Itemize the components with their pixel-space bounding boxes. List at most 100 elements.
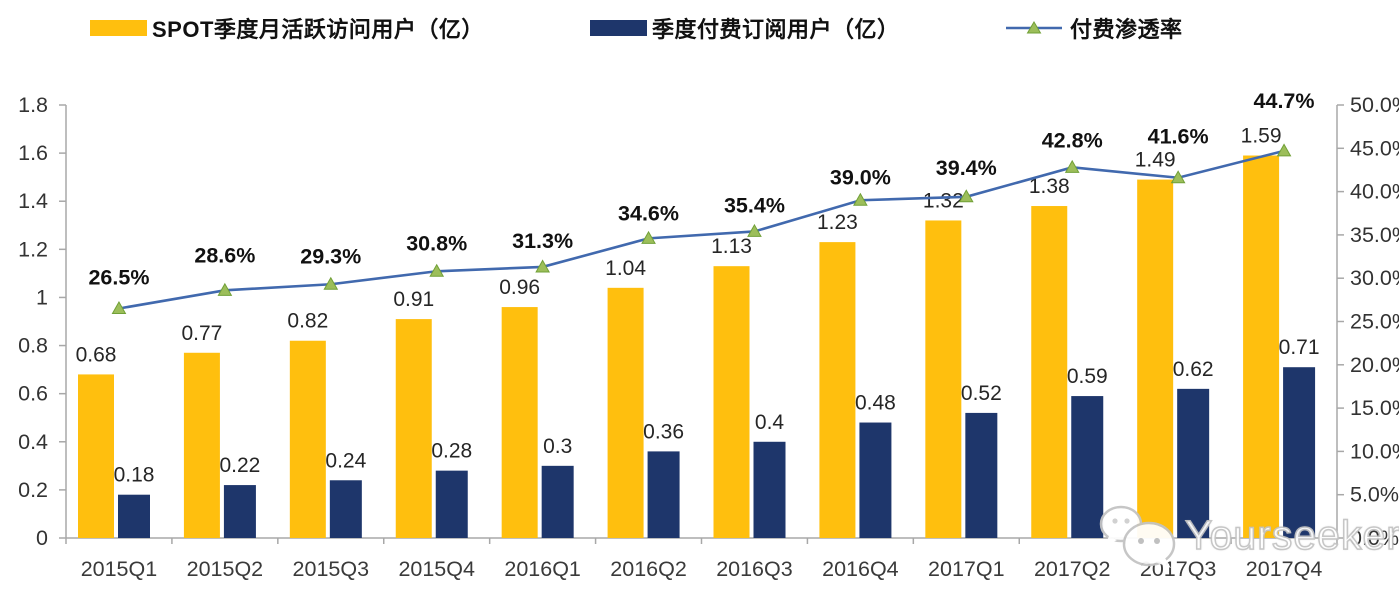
x-category-label: 2016Q3: [716, 557, 793, 581]
left-axis-tick-label: 0.2: [18, 478, 48, 502]
bar-subscribers-label: 0.22: [219, 454, 260, 477]
left-axis-tick-label: 1.8: [18, 93, 48, 117]
penetration-marker: [1170, 170, 1186, 184]
penetration-marker: [747, 223, 762, 237]
penetration-pct-label: 42.8%: [1042, 128, 1103, 152]
bar-mau-label: 1.04: [605, 257, 646, 280]
bar-subscribers: [223, 485, 256, 538]
bar-mau: [289, 340, 326, 538]
bar-subscribers: [753, 441, 786, 538]
penetration-marker: [1064, 159, 1080, 173]
penetration-pct-label: 29.3%: [300, 244, 361, 268]
bar-mau: [1243, 155, 1280, 538]
bar-subscribers: [1177, 388, 1210, 538]
bar-mau-label: 1.49: [1135, 149, 1176, 172]
x-category-label: 2016Q1: [504, 557, 581, 581]
bar-subscribers-label: 0.59: [1067, 365, 1108, 388]
penetration-line: [118, 149, 1285, 310]
penetration-marker: [323, 276, 339, 290]
bar-subscribers-label: 0.48: [855, 392, 896, 415]
legend-item-mau: SPOT季度月活跃访问用户（亿）: [90, 16, 484, 42]
x-category-label: 2017Q3: [1140, 557, 1217, 581]
bar-mau-label: 0.82: [287, 310, 328, 333]
bar-mau: [819, 242, 856, 538]
penetration-marker: [1276, 143, 1292, 157]
bar-mau-label: 0.68: [76, 343, 117, 366]
bar-mau: [501, 307, 538, 538]
x-category-label: 2017Q1: [928, 557, 1005, 581]
x-category-label: 2017Q2: [1034, 557, 1111, 581]
bar-subscribers-label: 0.71: [1279, 336, 1320, 359]
bar-mau: [925, 220, 962, 538]
bar-mau-label: 1.23: [817, 211, 858, 234]
bar-subscribers-label: 0.3: [543, 435, 572, 458]
legend-label-subscribers: 季度付费订阅用户（亿）: [652, 17, 900, 42]
bar-mau: [78, 374, 114, 538]
legend-swatch-subscribers-icon: [590, 20, 647, 36]
bar-subscribers: [1283, 367, 1316, 538]
legend-line-marker-icon: [1006, 21, 1062, 34]
penetration-marker: [535, 259, 550, 273]
bar-subscribers-label: 0.4: [755, 411, 785, 434]
bar-mau-label: 0.96: [499, 276, 540, 299]
x-category-label: 2016Q2: [610, 557, 687, 581]
bar-mau-label: 0.91: [393, 288, 434, 311]
bar-subscribers-label: 0.24: [325, 449, 366, 472]
right-axis-tick-label: 40.0%: [1350, 180, 1399, 204]
penetration-pct-label: 44.7%: [1254, 89, 1315, 113]
penetration-marker: [217, 282, 233, 296]
bar-subscribers: [118, 494, 150, 538]
left-axis-tick-label: 0.8: [18, 334, 48, 358]
bar-subscribers-label: 0.36: [643, 420, 684, 443]
right-axis-tick-label: 20.0%: [1350, 353, 1399, 377]
legend-item-penetration: 付费渗透率: [1005, 16, 1183, 42]
right-axis-tick-label: 50.0%: [1350, 93, 1399, 117]
penetration-pct-label: 28.6%: [194, 243, 255, 267]
bar-subscribers: [329, 480, 362, 538]
bar-mau: [713, 266, 750, 538]
bar-mau: [395, 319, 432, 538]
penetration-marker: [111, 300, 127, 315]
legend-label-mau: SPOT季度月活跃访问用户（亿）: [152, 17, 484, 42]
x-category-label: 2015Q4: [398, 557, 475, 581]
x-category-label: 2017Q4: [1246, 557, 1323, 581]
bar-mau-label: 1.32: [923, 189, 964, 212]
right-axis-tick-label: 5.0%: [1350, 483, 1399, 507]
penetration-pct-label: 35.4%: [724, 193, 785, 217]
bar-subscribers: [435, 470, 468, 538]
x-category-label: 2015Q2: [187, 557, 264, 581]
left-axis-tick-label: 0.4: [18, 430, 48, 454]
bar-mau-label: 1.38: [1029, 175, 1070, 198]
right-axis-tick-label: 10.0%: [1350, 439, 1399, 463]
penetration-marker: [853, 192, 868, 206]
bar-subscribers-label: 0.18: [114, 464, 155, 487]
x-category-label: 2015Q1: [81, 557, 158, 581]
bar-subscribers: [541, 465, 574, 538]
x-category-label: 2016Q4: [822, 557, 899, 581]
penetration-pct-label: 39.0%: [830, 165, 891, 189]
bar-subscribers-label: 0.52: [961, 382, 1002, 405]
left-axis-tick-label: 0.6: [18, 382, 48, 406]
penetration-marker: [641, 230, 656, 244]
legend-swatch-mau-icon: [90, 20, 147, 36]
penetration-pct-label: 39.4%: [936, 156, 997, 180]
left-axis-tick-label: 0: [36, 526, 48, 550]
bar-mau-label: 0.77: [181, 322, 222, 345]
right-axis-tick-label: 45.0%: [1350, 136, 1399, 160]
left-axis-tick-label: 1.4: [18, 189, 48, 213]
penetration-pct-label: 41.6%: [1148, 125, 1209, 149]
right-axis-tick-label: 35.0%: [1350, 223, 1399, 247]
right-axis-tick-label: 25.0%: [1350, 310, 1399, 334]
bar-subscribers: [859, 422, 892, 538]
penetration-pct-label: 26.5%: [88, 266, 149, 290]
bar-subscribers-label: 0.62: [1173, 358, 1214, 381]
penetration-pct-label: 31.3%: [512, 229, 573, 253]
bar-mau: [1031, 206, 1068, 539]
right-axis-tick-label: 0.0%: [1350, 526, 1399, 550]
right-axis-tick-label: 15.0%: [1350, 396, 1399, 420]
penetration-marker: [958, 189, 974, 203]
left-axis-tick-label: 1.2: [18, 237, 48, 261]
bar-mau: [607, 287, 644, 538]
